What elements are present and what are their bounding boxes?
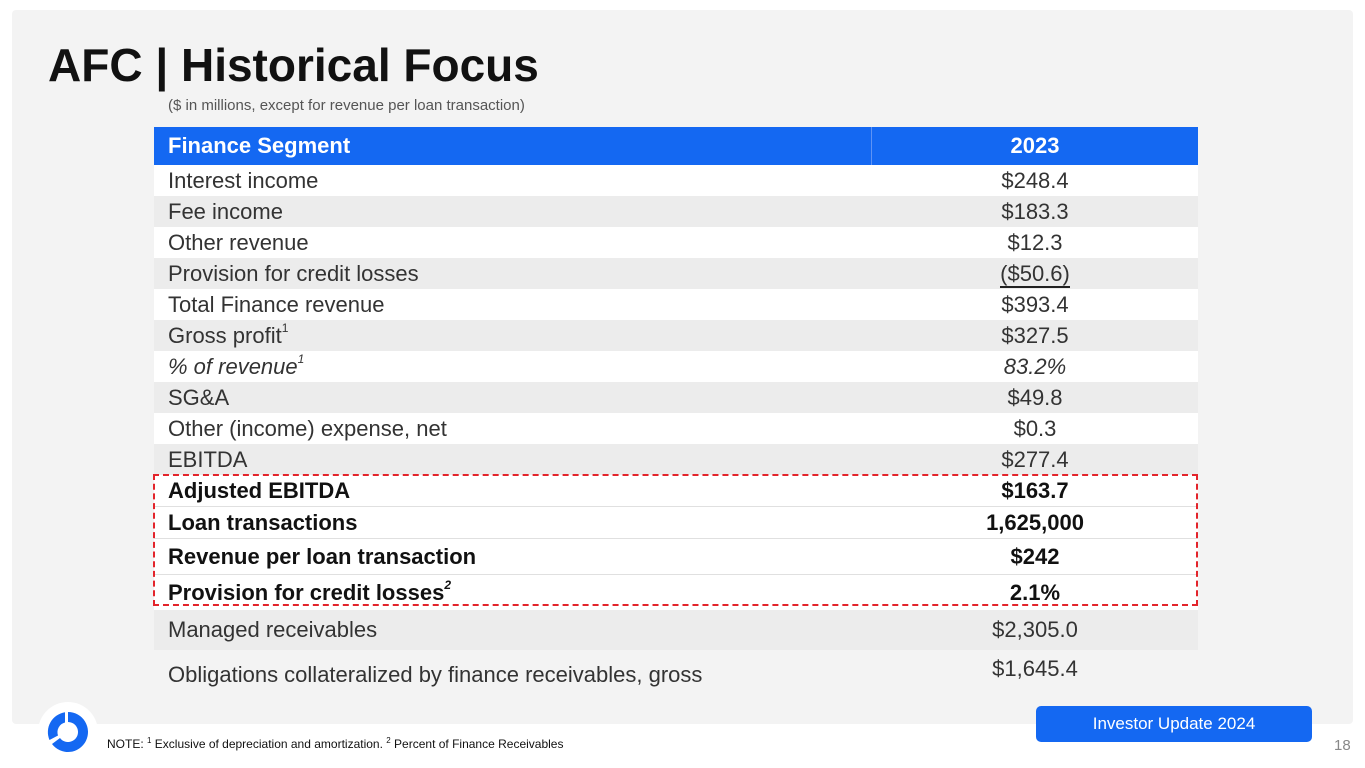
footnote: NOTE: 1 Exclusive of depreciation and am…	[107, 736, 564, 751]
footnote-marker: 2	[386, 736, 391, 745]
table-header-row: Finance Segment 2023	[154, 127, 1198, 165]
note-prefix: NOTE:	[107, 737, 148, 751]
row-label-text: Gross profit	[168, 322, 282, 348]
table-row: Total Finance revenue $393.4	[154, 289, 1198, 320]
table-row: Interest income $248.4	[154, 165, 1198, 196]
row-label: % of revenue1	[154, 351, 872, 380]
table-row: Obligations collateralized by finance re…	[154, 650, 1198, 696]
header-year: 2023	[871, 127, 1198, 165]
table-row: SG&A $49.8	[154, 382, 1198, 413]
table-row-highlighted: Adjusted EBITDA $163.7	[154, 475, 1198, 507]
row-value: $2,305.0	[992, 617, 1078, 642]
finance-segment-table: Finance Segment 2023 Interest income $24…	[154, 127, 1198, 696]
row-label: Revenue per loan transaction	[168, 543, 477, 569]
footnote-marker: 2	[444, 577, 451, 592]
row-label: Other revenue	[168, 229, 309, 255]
row-label-text: Provision for credit losses	[168, 579, 445, 605]
table-row-highlighted: Loan transactions 1,625,000	[154, 507, 1198, 539]
row-value: $248.4	[1001, 167, 1069, 193]
underlined-value: ($50.6)	[1000, 260, 1070, 288]
row-label: Gross profit1	[154, 320, 872, 349]
table-row: Provision for credit losses ($50.6)	[154, 258, 1198, 289]
row-label: Total Finance revenue	[168, 291, 385, 317]
logo-ring-icon	[38, 702, 98, 762]
row-label: Managed receivables	[168, 617, 378, 642]
table-row: Other (income) expense, net $0.3	[154, 413, 1198, 444]
row-value: $12.3	[1007, 229, 1063, 255]
row-label: Loan transactions	[168, 509, 358, 535]
note-text-1: Exclusive of depreciation and amortizati…	[151, 737, 387, 751]
page-title: AFC | Historical Focus	[48, 39, 539, 91]
row-label: Provision for credit losses2	[154, 577, 872, 606]
row-value: 1,625,000	[986, 509, 1084, 535]
row-label: Obligations collateralized by finance re…	[168, 662, 703, 687]
row-value: $1,645.4	[992, 656, 1078, 681]
row-value: ($50.6)	[872, 260, 1198, 288]
row-value: $393.4	[1001, 291, 1069, 317]
table-row: Managed receivables $2,305.0	[154, 610, 1198, 650]
row-value: $49.8	[1007, 384, 1063, 410]
row-value: $327.5	[1001, 322, 1069, 348]
table-row-highlighted: Revenue per loan transaction $242	[154, 539, 1198, 575]
table-row: Fee income $183.3	[154, 196, 1198, 227]
row-label: Adjusted EBITDA	[168, 477, 351, 503]
investor-update-badge: Investor Update 2024	[1036, 706, 1312, 742]
header-label: Finance Segment	[168, 133, 351, 158]
table-row-highlighted: Provision for credit losses2 2.1%	[154, 575, 1198, 610]
table-row: % of revenue1 83.2%	[154, 351, 1198, 382]
footnote-marker: 1	[297, 351, 305, 366]
table-row: Gross profit1 $327.5	[154, 320, 1198, 351]
row-value: 83.2%	[1003, 353, 1067, 379]
table-subtitle: ($ in millions, except for revenue per l…	[168, 97, 525, 114]
page-number: 18	[1334, 737, 1351, 754]
row-value: $183.3	[1001, 198, 1069, 224]
note-text-2: Percent of Finance Receivables	[390, 737, 564, 751]
table-row: Other revenue $12.3	[154, 227, 1198, 258]
row-value: $277.4	[1001, 446, 1069, 472]
footnote-marker: 1	[147, 736, 152, 745]
row-value: 2.1%	[1009, 579, 1061, 605]
row-label: Interest income	[168, 167, 319, 193]
row-label: Fee income	[168, 198, 283, 224]
row-value: $0.3	[1013, 415, 1057, 441]
row-label: EBITDA	[168, 446, 248, 472]
row-value: $163.7	[1001, 477, 1069, 503]
company-logo	[38, 702, 98, 762]
row-label: SG&A	[168, 384, 230, 410]
row-label: Other (income) expense, net	[168, 415, 447, 441]
row-label: Provision for credit losses	[168, 260, 419, 286]
row-value: $242	[1010, 543, 1060, 569]
footnote-marker: 1	[281, 320, 289, 335]
row-label-text: % of revenue	[168, 353, 298, 379]
table-row: EBITDA $277.4	[154, 444, 1198, 475]
